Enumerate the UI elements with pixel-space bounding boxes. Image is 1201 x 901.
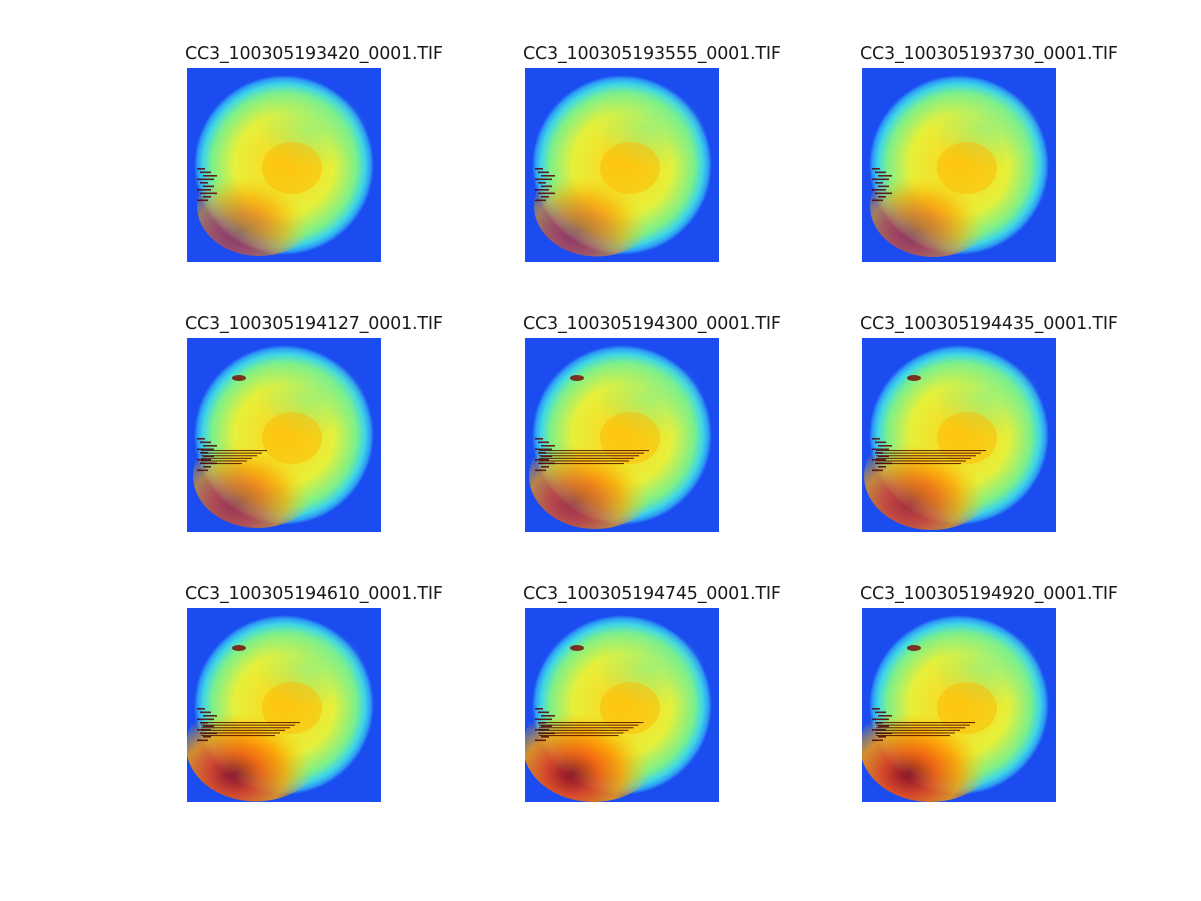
panel-3: CC3_100305193730_0001.TIF [860, 44, 1122, 266]
panel-7: CC3_100305194610_0001.TIF [185, 584, 447, 806]
panel-5: CC3_100305194300_0001.TIF [523, 314, 785, 536]
panel-image [525, 608, 719, 802]
panel-9: CC3_100305194920_0001.TIF [860, 584, 1122, 806]
panel-title: CC3_100305194745_0001.TIF [523, 584, 781, 604]
panel-2: CC3_100305193555_0001.TIF [523, 44, 785, 266]
panel-title: CC3_100305194300_0001.TIF [523, 314, 781, 334]
panel-title: CC3_100305193420_0001.TIF [185, 44, 443, 64]
panel-6: CC3_100305194435_0001.TIF [860, 314, 1122, 536]
panel-title: CC3_100305194127_0001.TIF [185, 314, 443, 334]
panel-title: CC3_100305194920_0001.TIF [860, 584, 1118, 604]
panel-image [187, 338, 381, 532]
panel-title: CC3_100305193730_0001.TIF [860, 44, 1118, 64]
panel-title: CC3_100305194610_0001.TIF [185, 584, 443, 604]
panel-8: CC3_100305194745_0001.TIF [523, 584, 785, 806]
panel-4: CC3_100305194127_0001.TIF [185, 314, 447, 536]
panel-image [862, 68, 1056, 262]
panel-1: CC3_100305193420_0001.TIF [185, 44, 447, 266]
panel-image [862, 608, 1056, 802]
panel-image [862, 338, 1056, 532]
panel-title: CC3_100305193555_0001.TIF [523, 44, 781, 64]
panel-image [525, 68, 719, 262]
panel-image [525, 338, 719, 532]
panel-image [187, 608, 381, 802]
panel-image [187, 68, 381, 262]
panel-title: CC3_100305194435_0001.TIF [860, 314, 1118, 334]
